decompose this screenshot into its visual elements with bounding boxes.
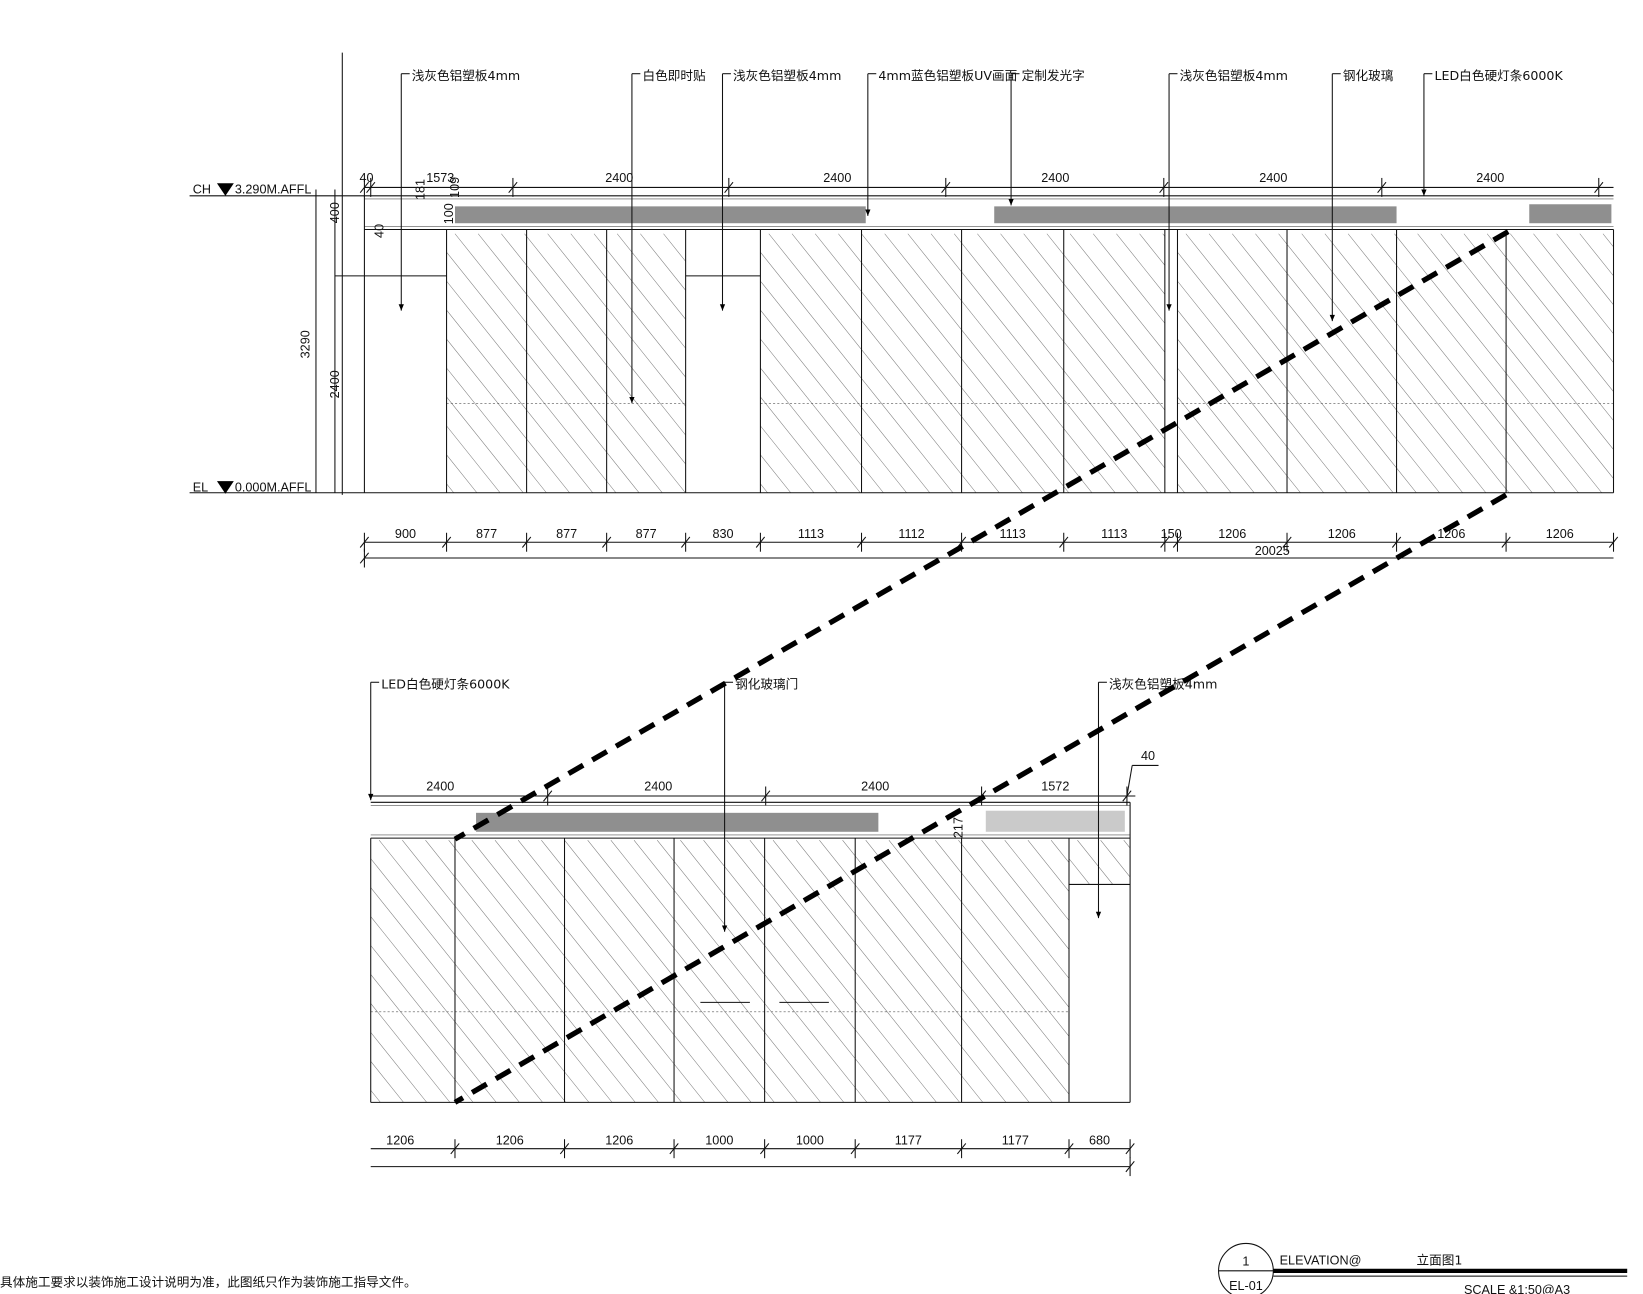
left-dimensions: 3290 400 2400 181 109 100 40 — [299, 177, 462, 493]
dimension-label: 2400 — [644, 780, 672, 794]
svg-text:217: 217 — [952, 817, 966, 838]
dimension-label: 1177 — [1002, 1133, 1029, 1147]
svg-text:400: 400 — [328, 202, 342, 223]
material-callout: LED白色硬灯条6000K — [381, 677, 510, 692]
break-line — [453, 492, 1508, 1105]
sheet-number: EL-01 — [1229, 1279, 1263, 1293]
title-cn: 立面图1 — [1417, 1253, 1463, 1268]
dimension-label: 1572 — [1041, 780, 1069, 794]
material-callout: 浅灰色铝塑板4mm — [733, 68, 841, 83]
signage-blurred — [994, 206, 1397, 224]
dimension-label: 1112 — [898, 527, 924, 541]
lower-bottom-dimensions: 1206 1206 1206 1000 1000 1177 1177 680 — [370, 1133, 1135, 1177]
svg-text:EL: EL — [193, 481, 208, 495]
material-callout: 钢化玻璃门 — [735, 677, 798, 692]
dimension-label: 1206 — [1218, 527, 1246, 541]
material-callout: 浅灰色铝塑板4mm — [1109, 677, 1217, 692]
dimension-label: 1000 — [796, 1133, 824, 1147]
dimension-label: 2400 — [426, 780, 454, 794]
dimension-label: 2400 — [823, 171, 851, 185]
signage-blurred — [985, 810, 1125, 832]
title-en: ELEVATION@ — [1280, 1254, 1362, 1268]
upper-top-dimensions: 40 1573 2400 2400 2400 2400 2400 — [359, 171, 1614, 197]
dimension-label: 877 — [556, 527, 577, 541]
dimension-label: 2400 — [605, 171, 633, 185]
material-callout: LED白色硬灯条6000K — [1434, 68, 1563, 83]
dimension-label: 1206 — [1328, 527, 1356, 541]
upper-elevation — [189, 52, 1615, 495]
dimension-label: 150 — [1161, 527, 1182, 541]
material-callout: 白色即时贴 — [642, 68, 706, 83]
svg-text:3.290M.AFFL: 3.290M.AFFL — [235, 183, 311, 197]
lower-top-dimensions: 2400 2400 2400 1572 40 — [370, 749, 1159, 806]
dimension-label: 2400 — [1476, 171, 1504, 185]
material-callout: 定制发光字 — [1022, 68, 1085, 83]
level-marker-ch: CH 3.290M.AFFL — [193, 183, 312, 197]
svg-text:CH: CH — [193, 183, 211, 197]
dimension-label: 830 — [712, 527, 733, 541]
signage-blurred — [454, 206, 866, 224]
dimension-label: 1206 — [496, 1133, 524, 1147]
general-note: 具体施工要求以装饰施工设计说明为准，此图纸只作为装饰施工指导文件。 — [0, 1275, 417, 1290]
svg-text:2400: 2400 — [328, 370, 342, 398]
dimension-label: 877 — [476, 527, 497, 541]
dimension-label: 1206 — [386, 1133, 414, 1147]
dimension-label: 1113 — [1101, 527, 1127, 541]
dimension-label: 2400 — [1259, 171, 1287, 185]
dimension-label: 1177 — [895, 1133, 922, 1147]
material-callout: 钢化玻璃 — [1343, 68, 1394, 83]
scale: SCALE &1:50@A3 — [1464, 1283, 1570, 1294]
upper-callouts: 浅灰色铝塑板4mm 白色即时贴 浅灰色铝塑板4mm 4mm蓝色铝塑板UV画面 定制发光字… — [398, 68, 1563, 404]
upper-bottom-dimensions: 20025 900 877 877 877 830 1113 1112 1113 1113 150… — [359, 527, 1619, 568]
material-callout: 4mm蓝色铝塑板UV画面 — [878, 68, 1017, 83]
dimension-label: 1000 — [705, 1133, 733, 1147]
dimension-label: 680 — [1089, 1133, 1110, 1147]
dimension-label: 40 — [1141, 749, 1155, 763]
dimension-label: 40 — [359, 171, 373, 185]
dimension-label: 900 — [395, 527, 416, 541]
material-callout: 浅灰色铝塑板4mm — [1180, 68, 1288, 83]
dimension-label: 1206 — [605, 1133, 633, 1147]
break-line — [453, 229, 1510, 842]
dimension-label: 2400 — [861, 780, 889, 794]
drawing-number: 1 — [1242, 1255, 1249, 1269]
dimension-label: 877 — [636, 527, 657, 541]
dimension-label: 1206 — [1546, 527, 1574, 541]
lower-elevation: 217 — [370, 801, 1131, 1103]
svg-text:3290: 3290 — [299, 330, 313, 358]
dimension-label: 1113 — [1000, 527, 1026, 541]
dimension-label: 1573 — [426, 171, 454, 185]
material-callout: 浅灰色铝塑板4mm — [412, 68, 520, 83]
dimension-label: 1113 — [798, 527, 824, 541]
svg-text:40: 40 — [372, 224, 386, 238]
svg-text:0.000M.AFFL: 0.000M.AFFL — [235, 481, 311, 495]
svg-text:100: 100 — [442, 203, 456, 224]
svg-text:181: 181 — [413, 179, 427, 200]
overall-dimension: 20025 — [1255, 544, 1290, 558]
title-block: 1 EL-01 ELEVATION@ 立面图1 SCALE &1:50@A3 — [1218, 1242, 1628, 1294]
dimension-label: 2400 — [1041, 171, 1069, 185]
level-marker-el: EL 0.000M.AFFL — [193, 481, 312, 495]
signage-blurred — [476, 812, 879, 832]
signage-blurred — [1529, 204, 1612, 224]
glass-hatching — [370, 233, 1614, 1103]
